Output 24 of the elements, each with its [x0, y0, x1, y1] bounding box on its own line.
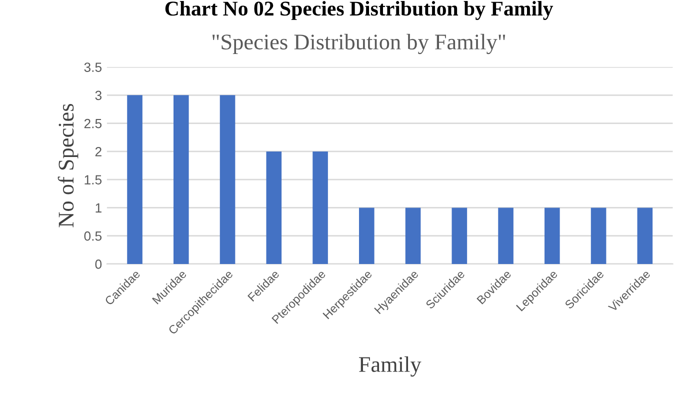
bar	[359, 208, 374, 264]
bar	[452, 208, 468, 264]
bar	[127, 95, 142, 264]
bar	[637, 208, 653, 264]
y-tick-label: 2.5	[84, 118, 102, 128]
y-tick-label: 2	[95, 147, 102, 156]
y-tick-label: 1.5	[84, 175, 102, 184]
bar	[174, 95, 189, 264]
bar	[266, 151, 282, 264]
bar	[544, 208, 560, 264]
x-axis-title: Family	[359, 356, 422, 377]
y-tick-label: 1	[96, 203, 102, 212]
y-tick-label: 0	[95, 260, 102, 269]
text: Chart No 02 Species Distribution by Family	[165, 1, 554, 20]
y-axis-title: No of Species	[58, 104, 78, 228]
y-tick-label: 3	[95, 90, 102, 100]
bar	[405, 208, 421, 264]
chart-title: "Species Distribution by Family"	[212, 34, 506, 54]
bar	[590, 208, 606, 264]
y-tick-label: 3.5	[84, 62, 102, 72]
bar	[312, 151, 328, 264]
y-tick-label: 0.5	[84, 231, 102, 241]
bar	[498, 208, 514, 264]
bar	[220, 95, 236, 264]
